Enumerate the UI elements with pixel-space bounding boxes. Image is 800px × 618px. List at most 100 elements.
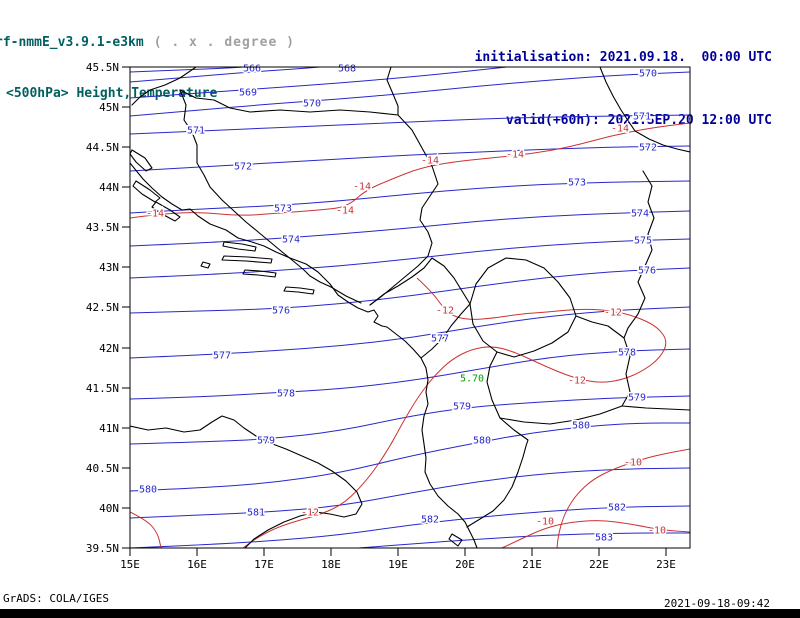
height-contour-label: 573	[274, 204, 292, 215]
height-contour-571	[130, 114, 690, 135]
height-contour-570	[130, 71, 690, 117]
height-contour-578	[130, 348, 690, 400]
italy-coastline	[130, 415, 363, 548]
lat-tick-label: 41N	[99, 422, 119, 435]
height-contour-label: 580	[139, 485, 157, 496]
init-time: initialisation: 2021.09.18. 00:00 UTC	[474, 50, 772, 65]
height-contour-label: 572	[639, 143, 657, 154]
height-contour-label: 574	[631, 209, 649, 220]
lat-tick-label: 44N	[99, 181, 119, 194]
lat-tick-label: 41.5N	[86, 382, 119, 395]
lon-tick-label: 18E	[321, 558, 341, 571]
temperature-contour-label: -12	[301, 508, 319, 519]
temp-contour--14	[130, 122, 690, 219]
lon-tick-label: 17E	[254, 558, 274, 571]
temp-contour-minor	[130, 511, 162, 548]
grads-credit: GrADS: COLA/IGES	[3, 592, 109, 605]
temperature-contour-label: -10	[648, 526, 666, 537]
lat-tick-label: 40N	[99, 502, 119, 515]
coastlines-and-borders	[130, 67, 690, 548]
height-contour-572	[130, 145, 690, 172]
lat-tick-label: 45N	[99, 101, 119, 114]
border-bosnia-north-east	[179, 89, 439, 306]
lat-tick-label: 42N	[99, 342, 119, 355]
lat-tick-label: 44.5N	[86, 141, 119, 154]
axes: 45.5N 45N 44.5N 44N 43.5N 43N 42.5N 42N 41.5N 41N…	[86, 61, 676, 571]
height-contour-583	[351, 532, 690, 548]
border-albania-greece	[466, 417, 529, 528]
height-contour-label: 577	[431, 334, 449, 345]
lon-tick-label: 16E	[187, 558, 207, 571]
height-contour-label: 575	[634, 236, 652, 247]
model-title: rf-nmmE_v3.9.1-e3km	[0, 35, 144, 50]
temperature-contour-label: -12	[604, 308, 622, 319]
temperature-contour-label: -14	[336, 206, 354, 217]
temperature-contour-label: -10	[536, 517, 554, 528]
height-contour-label: 577	[213, 351, 231, 362]
height-contour-label: 574	[282, 235, 300, 246]
height-contour-label: 581	[247, 508, 265, 519]
height-contour-label: 566	[243, 64, 261, 75]
island	[130, 149, 153, 172]
temp-contour--10	[501, 520, 690, 548]
border-serbia-romania	[599, 67, 690, 153]
lon-tick-label: 20E	[455, 558, 475, 571]
temperature-contour-label: -12	[436, 306, 454, 317]
lat-tick-label: 42.5N	[86, 301, 119, 314]
island	[151, 201, 181, 222]
border-croatia-serbia	[386, 67, 399, 116]
model-title-line: rf-nmmE_v3.9.1-e3km ( . x . degree )	[0, 35, 295, 50]
temperature-contour-label: -14	[611, 124, 629, 135]
bottom-bar	[0, 609, 800, 618]
height-contour-label: 570	[303, 99, 321, 110]
lat-tick-label: 45.5N	[86, 61, 119, 74]
height-contours	[130, 67, 690, 548]
height-contour-label: 578	[277, 389, 295, 400]
contour-labels: 566 568 569 570 570 571 571 572 572 573 573 574 574 5…	[137, 62, 667, 545]
lon-tick-label: 22E	[589, 558, 609, 571]
temperature-contour-label: -14	[146, 209, 164, 220]
temperature-contour-label: -14	[421, 156, 439, 167]
height-contour-label: 576	[272, 306, 290, 317]
height-contour-label: 579	[628, 393, 646, 404]
height-contour-579	[130, 395, 690, 445]
height-contour-label: 576	[638, 266, 656, 277]
height-contour-582	[130, 505, 690, 548]
temperature-contour-label: -12	[568, 376, 586, 387]
island	[283, 286, 315, 295]
field-title: <500hPa> Height,Temperature	[6, 86, 218, 101]
valid-time: valid(+60h): 2021.SEP.20 12:00 UTC	[505, 113, 772, 128]
height-contour-580	[130, 422, 690, 492]
lon-tick-label: 19E	[388, 558, 408, 571]
temperature-contour-label: -14	[506, 150, 524, 161]
temp-contour--10	[556, 448, 690, 548]
border-bosnia-west	[179, 89, 362, 304]
height-contour-581	[130, 467, 690, 519]
border-greece-bulgaria	[621, 405, 690, 411]
border-kosovo	[469, 257, 577, 358]
lat-tick-label: 40.5N	[86, 462, 119, 475]
lon-tick-label: 21E	[522, 558, 542, 571]
height-contour-label: 568	[338, 64, 356, 75]
island	[132, 180, 161, 203]
height-contour-label: 570	[639, 69, 657, 80]
lon-tick-label: 15E	[120, 558, 140, 571]
border-slovenia-croatia	[131, 67, 197, 106]
lat-tick-label: 39.5N	[86, 542, 119, 555]
extra-value-label: 5.70	[460, 374, 484, 385]
height-contour-label: 579	[453, 402, 471, 413]
height-contour-label: 573	[568, 178, 586, 189]
island	[221, 255, 273, 264]
height-contour-label: 580	[572, 421, 590, 432]
map-frame	[129, 66, 691, 549]
temperature-contour-label: -14	[353, 182, 371, 193]
model-resolution: ( . x . degree )	[153, 35, 295, 50]
adriatic-coastline	[130, 162, 478, 548]
height-contour-label: 578	[618, 348, 636, 359]
island	[242, 269, 277, 278]
height-contour-label: 583	[595, 533, 613, 544]
border-montenegro	[369, 257, 471, 359]
plot-timestamp: 2021-09-18-09:42	[664, 597, 770, 610]
header-left: rf-nmmE_v3.9.1-e3km ( . x . degree ) <500…	[0, 5, 295, 116]
